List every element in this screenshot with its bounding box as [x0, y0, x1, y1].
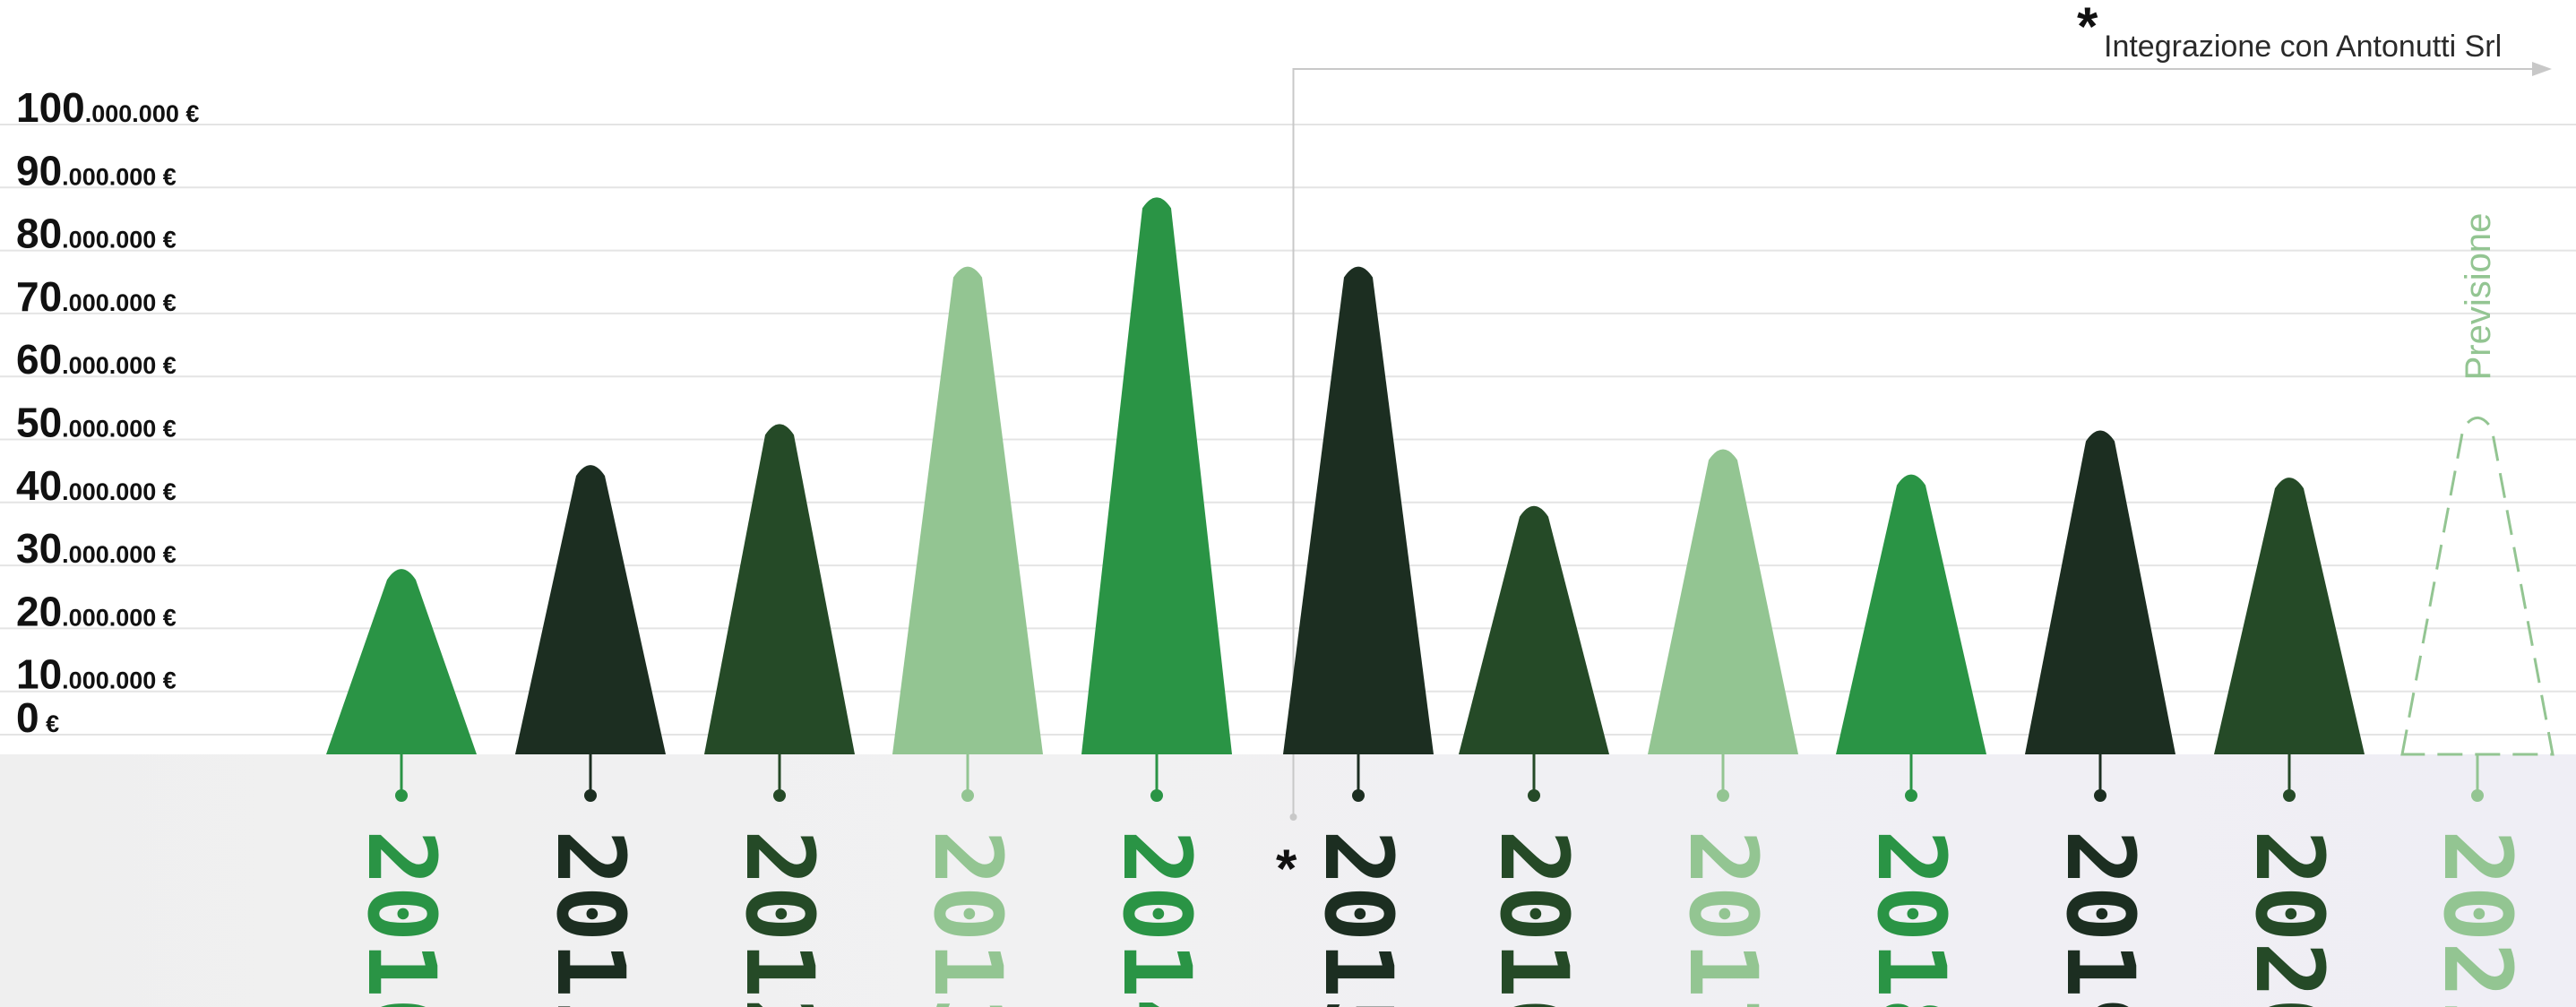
- bar-2015: [1283, 266, 1434, 754]
- y-tick-label: 100.000.000 €: [16, 84, 199, 131]
- y-tick-suffix: .000.000 €: [62, 163, 177, 190]
- chart-floor: [0, 754, 2576, 1007]
- x-tick-label-2021: 2021: [2423, 830, 2532, 1007]
- stem-dot-2014: [1150, 789, 1163, 802]
- y-tick-number: 40: [16, 462, 62, 509]
- y-tick-suffix: .000.000 €: [85, 100, 200, 127]
- bar-2019: [2025, 430, 2175, 754]
- annotation-text: Integrazione con Antonutti Srl: [2104, 30, 2502, 64]
- bar-2017: [1648, 449, 1798, 754]
- y-tick-number: 60: [16, 336, 62, 383]
- y-tick-suffix: .000.000 €: [62, 478, 177, 505]
- y-tick-number: 90: [16, 147, 62, 194]
- y-tick-number: 80: [16, 211, 62, 257]
- y-tick-label: 80.000.000 €: [16, 211, 177, 257]
- y-tick-label: 0 €: [16, 694, 59, 741]
- y-tick-label: 50.000.000 €: [16, 400, 177, 446]
- bar-2013: [892, 266, 1043, 754]
- y-tick-label: 60.000.000 €: [16, 336, 177, 383]
- y-tick-label: 20.000.000 €: [16, 588, 177, 634]
- bar-2018: [1836, 474, 1986, 754]
- annotations: * Integrazione con Antonutti Srl: [2077, 0, 2502, 64]
- y-tick-label: 30.000.000 €: [16, 525, 177, 572]
- y-axis: 0 €10.000.000 €20.000.000 €30.000.000 €4…: [16, 84, 199, 741]
- bar-2012: [704, 424, 855, 754]
- bar-stems: [395, 754, 2484, 802]
- bracket-arrowhead: [2532, 62, 2552, 76]
- bar-2021-forecast: [2400, 416, 2554, 756]
- stem-dot-2017: [1717, 789, 1729, 802]
- y-tick-number: 30: [16, 525, 62, 572]
- y-tick-number: 20: [16, 588, 62, 634]
- x-tick-label-2010: 2010: [347, 830, 456, 1007]
- y-tick-suffix: .000.000 €: [62, 667, 177, 694]
- stem-dot-2011: [584, 789, 597, 802]
- bar-2014: [1081, 197, 1232, 754]
- x-tick-label-2017: 2017: [1668, 830, 1778, 1007]
- x-tick-label-2014: 2014: [1102, 830, 1211, 1007]
- y-tick-suffix: .000.000 €: [62, 227, 177, 254]
- bracket-line: [1292, 68, 2545, 817]
- bar-2010: [326, 569, 477, 754]
- stem-dot-2018: [1905, 789, 1917, 802]
- stem-dot-2012: [773, 789, 786, 802]
- x-axis: 2010 2011 2012 2013 2014 2015 2016 2017 2018 2019…: [347, 830, 2532, 1007]
- y-tick-number: 10: [16, 651, 62, 698]
- stem-dot-2015: [1352, 789, 1365, 802]
- forecast-label: Previsione: [2459, 213, 2498, 381]
- y-tick-suffix: .000.000 €: [62, 541, 177, 568]
- y-tick-suffix: .000.000 €: [62, 289, 177, 316]
- x-tick-label-2013: 2013: [913, 830, 1022, 1007]
- y-tick-number: 0: [16, 694, 39, 741]
- x-tick-label-2016: 2016: [1479, 830, 1589, 1007]
- annotation-asterisk: *: [2077, 0, 2098, 56]
- y-tick-suffix: .000.000 €: [62, 604, 177, 631]
- stem-dot-2021: [2471, 789, 2484, 802]
- stem-dot-2016: [1528, 789, 1540, 802]
- y-tick-number: 100: [16, 84, 85, 131]
- bar-2011: [515, 465, 666, 754]
- x-tick-label-2015: 2015: [1304, 830, 1413, 1007]
- marked-year-asterisk: *: [1276, 839, 1297, 899]
- bar-2020: [2214, 478, 2365, 754]
- y-tick-suffix: .000.000 €: [62, 352, 177, 379]
- stem-dot-2020: [2283, 789, 2296, 802]
- y-tick-suffix: €: [39, 710, 60, 737]
- annotation-bracket: [1289, 62, 2552, 821]
- stem-dot-2019: [2094, 789, 2106, 802]
- stem-dot-2010: [395, 789, 408, 802]
- bar-2016: [1459, 505, 1609, 754]
- y-tick-suffix: .000.000 €: [62, 416, 177, 443]
- x-tick-label-2019: 2019: [2046, 830, 2155, 1007]
- y-tick-number: 70: [16, 273, 62, 320]
- y-tick-label: 70.000.000 €: [16, 273, 177, 320]
- x-tick-label-2011: 2011: [536, 830, 645, 1007]
- y-tick-number: 50: [16, 400, 62, 446]
- x-tick-label-2020: 2020: [2235, 830, 2344, 1007]
- bracket-start-dot: [1289, 813, 1297, 821]
- y-tick-label: 40.000.000 €: [16, 462, 177, 509]
- x-tick-label-2018: 2018: [1857, 830, 1966, 1007]
- y-tick-label: 10.000.000 €: [16, 651, 177, 698]
- y-tick-label: 90.000.000 €: [16, 147, 177, 194]
- bars: Previsione: [326, 197, 2554, 756]
- x-tick-label-2012: 2012: [725, 830, 834, 1007]
- stem-dot-2013: [961, 789, 974, 802]
